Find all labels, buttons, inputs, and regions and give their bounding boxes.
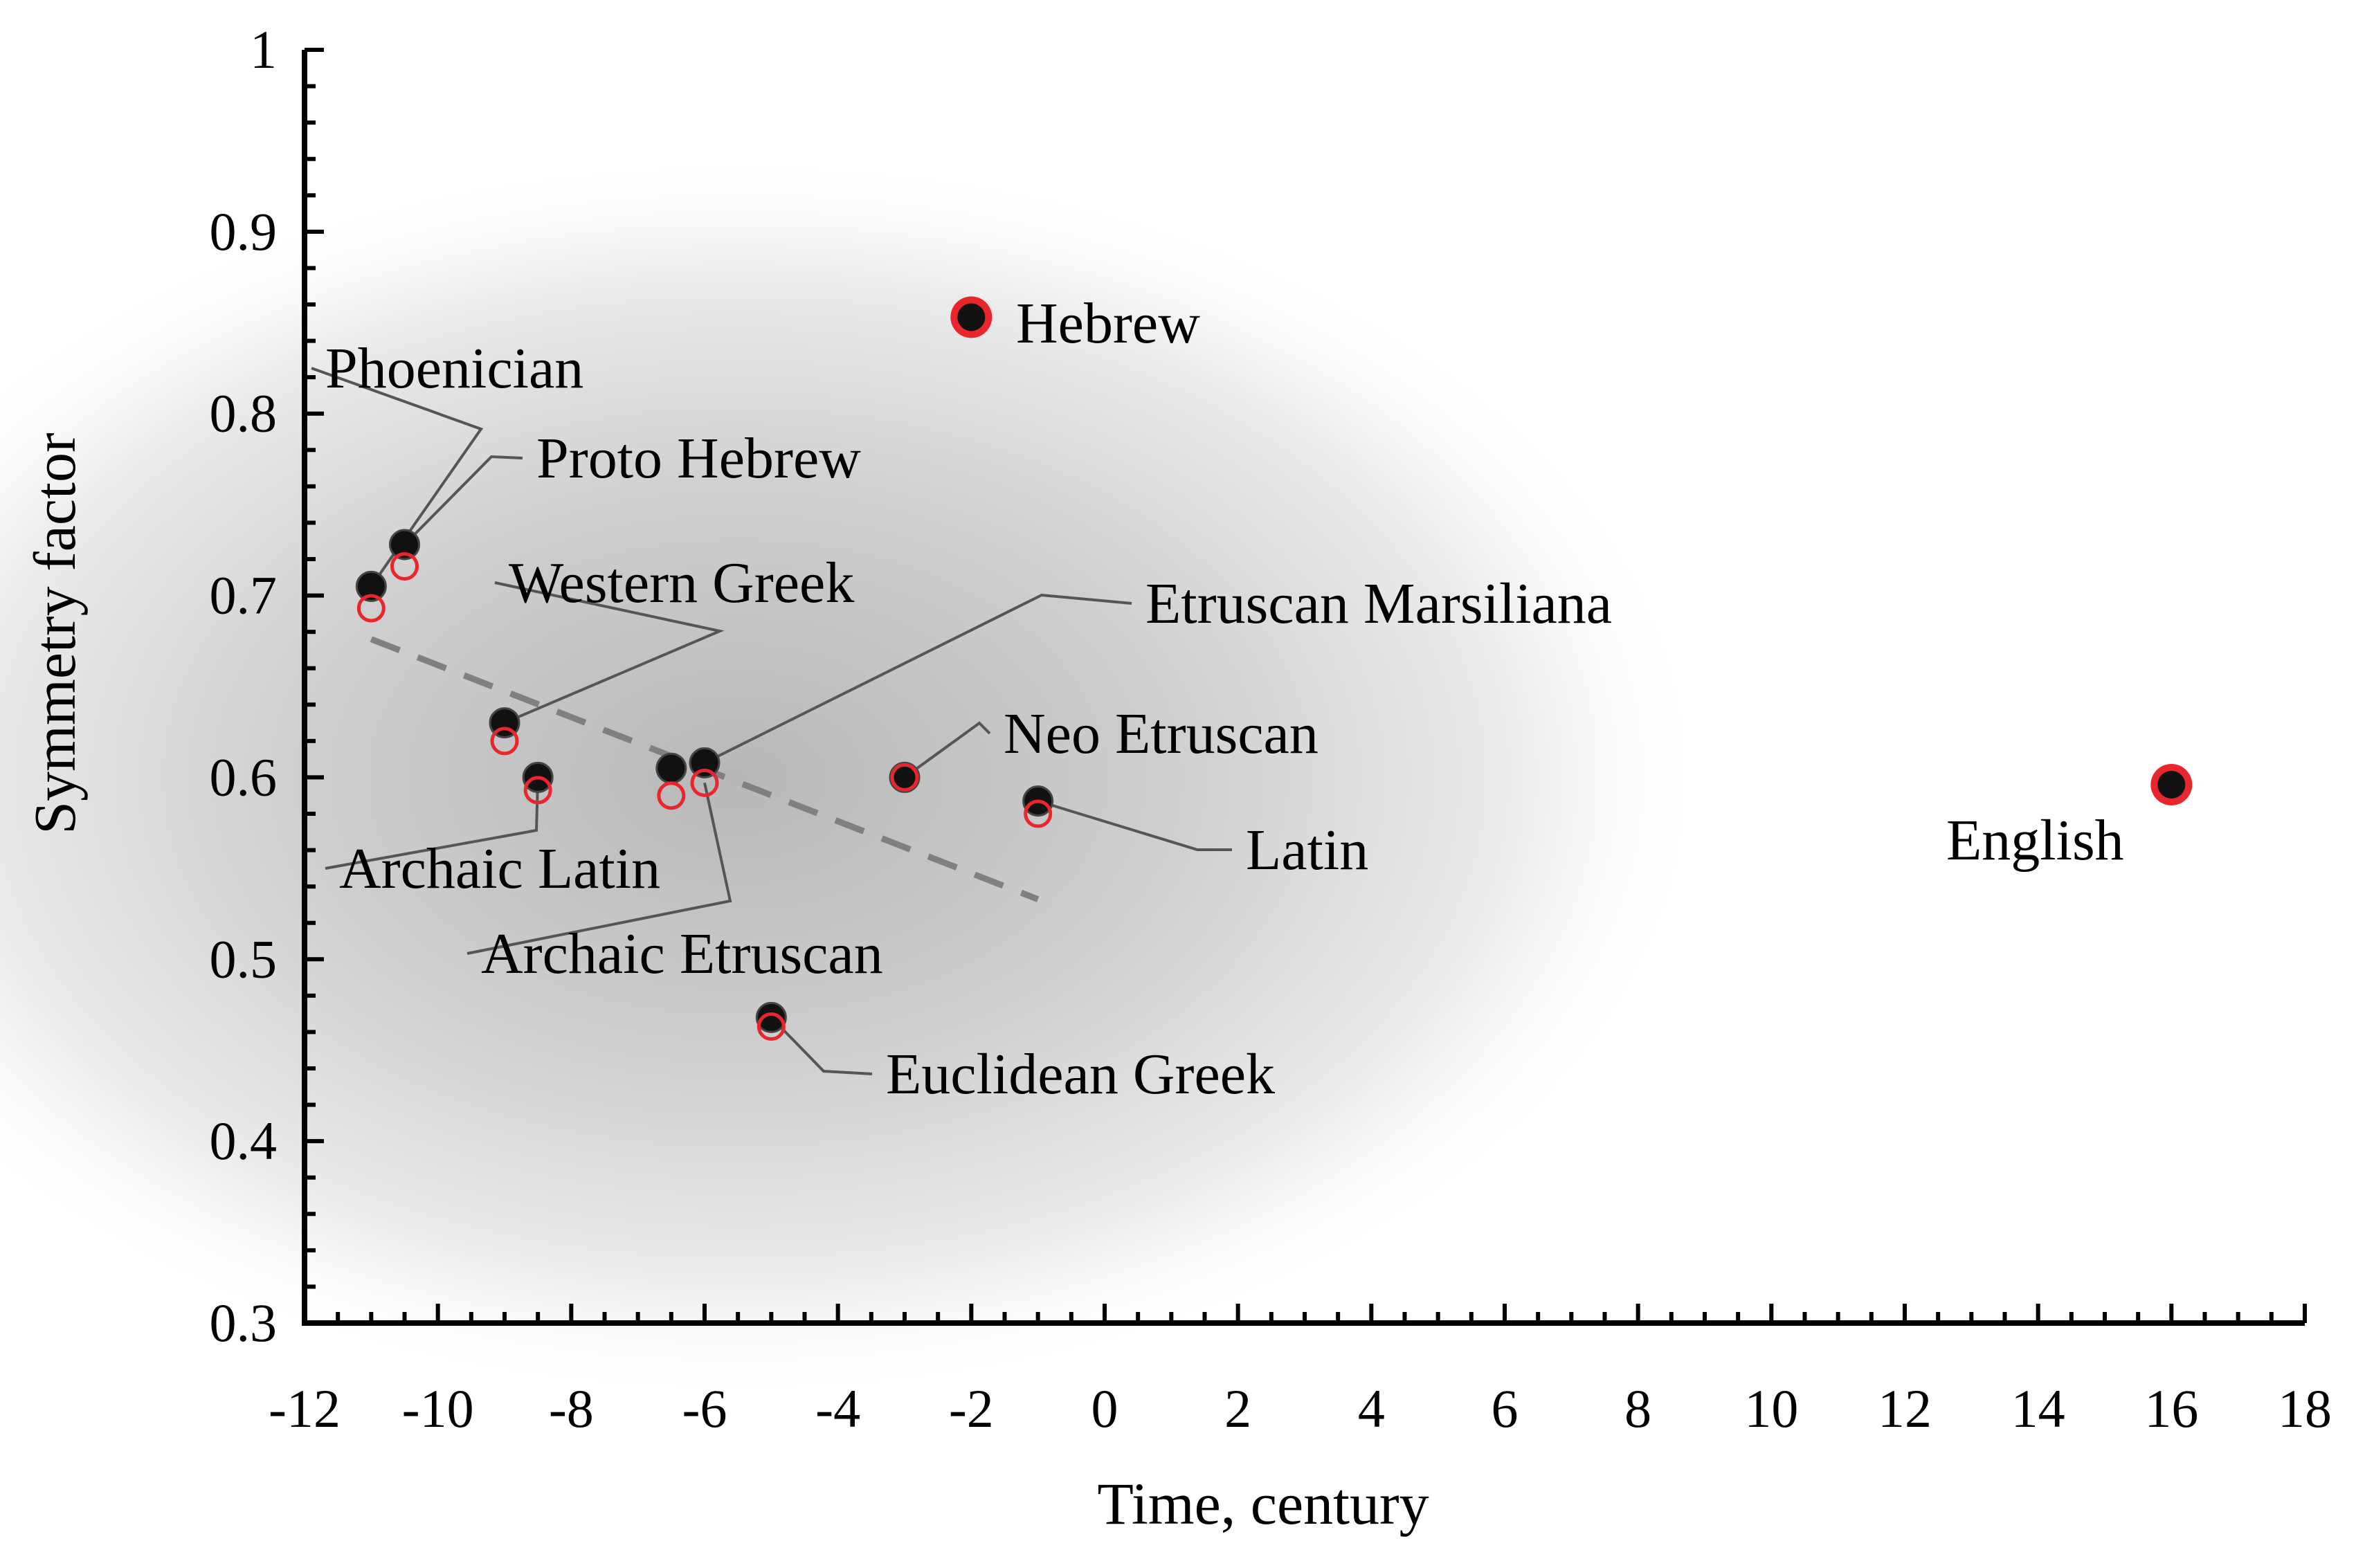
black-point-marker (389, 529, 420, 560)
x-tick-label: -10 (402, 1378, 474, 1439)
red-open-marker (890, 763, 919, 792)
y-tick-label: 0.8 (210, 383, 278, 444)
x-tick-label: 16 (2144, 1378, 2198, 1439)
y-tick-label: 0.9 (210, 201, 278, 262)
leader-line (1037, 799, 1232, 851)
x-tick-label: 6 (1492, 1378, 1519, 1439)
point-label: Etruscan Marsiliana (1145, 572, 1612, 636)
red-open-marker (523, 776, 552, 805)
x-axis-title: Time, century (1097, 1470, 1429, 1537)
point-label: Archaic Etruscan (481, 922, 883, 986)
axes: 0.3 0.4 0.5 0.6 0.7 0.8 0.9 1 -12 -10 -8 -6 -4 -2 0 2 4 6… (210, 19, 2332, 1439)
red-open-marker (490, 727, 519, 756)
leader-line (325, 777, 540, 870)
point-label: Neo Etruscan (1004, 702, 1319, 766)
x-tick-label: 14 (2011, 1378, 2065, 1439)
y-tick-label: 0.4 (210, 1111, 278, 1171)
x-tick-label: 8 (1624, 1378, 1651, 1439)
black-point-marker (689, 747, 721, 778)
point-label: Phoenician (325, 336, 583, 401)
y-tick-label: 0.3 (210, 1293, 278, 1353)
black-point-marker (355, 570, 387, 602)
point-label: Western Greek (509, 551, 854, 615)
black-point-marker (2157, 770, 2186, 799)
x-tick-label: -6 (682, 1378, 727, 1439)
density-region (0, 149, 1714, 1406)
point-label: Hebrew (1016, 291, 1200, 356)
y-tick-label: 0.5 (210, 929, 278, 989)
point-label: English (1946, 808, 2124, 873)
leader-line (404, 455, 523, 546)
point-label: Euclidean Greek (886, 1042, 1275, 1106)
y-tick-label: 1 (250, 19, 277, 80)
red-open-marker (1024, 799, 1053, 828)
leader-line (466, 782, 732, 955)
point-labels: Phoenician Proto Hebrew Western Greek Etrus… (325, 291, 2124, 1106)
x-tick-label: 2 (1224, 1378, 1251, 1439)
red-open-marker (356, 594, 386, 623)
x-tick-label: 18 (2278, 1378, 2332, 1439)
x-tick-label: 10 (1744, 1378, 1798, 1439)
point-label: Latin (1246, 818, 1368, 882)
red-open-marker (390, 552, 419, 581)
leader-line (770, 1017, 873, 1075)
x-tick-label: -2 (949, 1378, 994, 1439)
x-tick-label: -8 (549, 1378, 594, 1439)
black-point-marker (655, 752, 687, 784)
point-label: Proto Hebrew (536, 426, 861, 491)
red-open-marker (657, 781, 686, 810)
x-tick-label: 0 (1091, 1378, 1118, 1439)
x-tick-label: 4 (1358, 1378, 1385, 1439)
y-tick-label: 0.7 (210, 565, 278, 626)
point-label: Archaic Latin (339, 837, 660, 901)
y-axis-title: Symmetry factor (21, 432, 88, 834)
density-shading (0, 50, 2305, 1406)
data-points (355, 296, 2193, 1041)
y-tick-label: 0.6 (210, 747, 278, 807)
black-point-marker (957, 303, 986, 331)
x-tick-label: 12 (1878, 1378, 1932, 1439)
black-point-marker (755, 1001, 787, 1033)
leader-line (494, 581, 725, 724)
leader-line (903, 721, 991, 779)
black-point-marker (889, 761, 921, 793)
x-tick-label: -12 (269, 1378, 341, 1439)
x-tick-label: -4 (815, 1378, 860, 1439)
red-open-marker (690, 768, 719, 797)
red-open-marker (756, 1012, 786, 1041)
leader-line (704, 593, 1132, 765)
